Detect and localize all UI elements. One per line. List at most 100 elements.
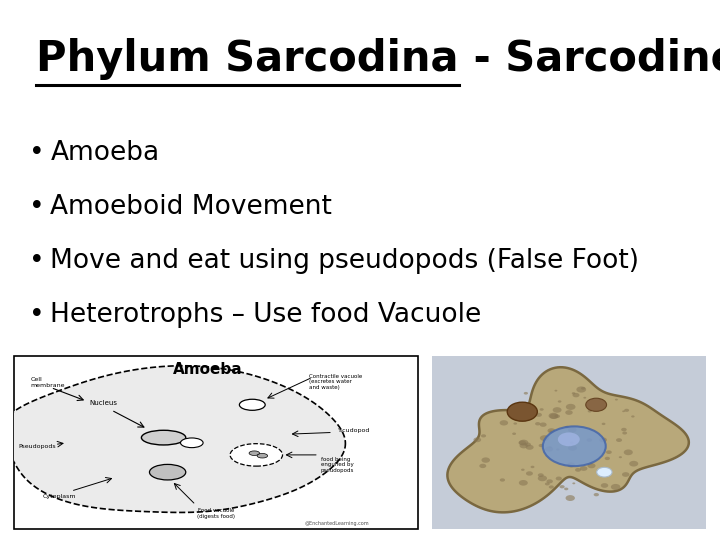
Circle shape bbox=[597, 467, 612, 477]
Circle shape bbox=[526, 471, 533, 476]
Circle shape bbox=[602, 423, 606, 425]
Circle shape bbox=[583, 397, 586, 399]
Circle shape bbox=[567, 462, 575, 468]
Circle shape bbox=[556, 448, 559, 450]
Circle shape bbox=[549, 430, 552, 433]
Text: Move and eat using pseudopods (False Foot): Move and eat using pseudopods (False Foo… bbox=[50, 248, 639, 274]
Circle shape bbox=[549, 485, 554, 489]
Ellipse shape bbox=[141, 430, 186, 445]
Circle shape bbox=[624, 409, 629, 412]
Circle shape bbox=[588, 410, 592, 413]
Circle shape bbox=[605, 457, 610, 460]
Circle shape bbox=[525, 442, 531, 447]
Circle shape bbox=[572, 392, 575, 395]
Circle shape bbox=[576, 387, 586, 393]
Circle shape bbox=[526, 445, 534, 450]
Circle shape bbox=[500, 478, 505, 482]
Circle shape bbox=[568, 427, 577, 433]
Circle shape bbox=[150, 464, 186, 480]
Circle shape bbox=[239, 399, 265, 410]
Circle shape bbox=[545, 482, 550, 485]
Circle shape bbox=[568, 445, 577, 451]
Text: Nucleus: Nucleus bbox=[89, 400, 117, 406]
Circle shape bbox=[481, 434, 486, 437]
Circle shape bbox=[572, 482, 575, 484]
Circle shape bbox=[531, 465, 534, 468]
Circle shape bbox=[565, 495, 575, 501]
Circle shape bbox=[558, 400, 562, 403]
Circle shape bbox=[512, 433, 516, 435]
Circle shape bbox=[513, 422, 517, 424]
Circle shape bbox=[543, 427, 606, 466]
Circle shape bbox=[622, 472, 629, 477]
Circle shape bbox=[572, 393, 580, 397]
Circle shape bbox=[556, 476, 562, 481]
Circle shape bbox=[538, 475, 547, 481]
Circle shape bbox=[523, 404, 526, 407]
Text: Amoeba: Amoeba bbox=[50, 140, 160, 166]
Circle shape bbox=[616, 438, 622, 442]
Circle shape bbox=[559, 485, 564, 488]
Circle shape bbox=[615, 399, 618, 401]
Circle shape bbox=[538, 473, 544, 477]
Text: 'scudopod: 'scudopod bbox=[337, 428, 369, 434]
Polygon shape bbox=[2, 366, 346, 512]
Text: @EnchantedLearning.com: @EnchantedLearning.com bbox=[305, 521, 369, 526]
Circle shape bbox=[581, 387, 585, 390]
Text: Cell
membrane: Cell membrane bbox=[30, 377, 65, 388]
Circle shape bbox=[230, 444, 282, 466]
Circle shape bbox=[545, 447, 553, 451]
Text: Amoeba: Amoeba bbox=[173, 362, 243, 376]
Circle shape bbox=[564, 488, 568, 490]
Text: Contractile vacuole
(excretes water
and waste): Contractile vacuole (excretes water and … bbox=[309, 374, 362, 390]
Text: •: • bbox=[29, 194, 45, 220]
Circle shape bbox=[181, 438, 203, 448]
Circle shape bbox=[554, 390, 557, 392]
Circle shape bbox=[594, 493, 599, 496]
Circle shape bbox=[624, 449, 633, 455]
Text: •: • bbox=[29, 302, 45, 328]
Text: •: • bbox=[29, 248, 45, 274]
Circle shape bbox=[618, 456, 622, 458]
Circle shape bbox=[553, 407, 562, 413]
Text: food being
engulfed by
pseudopods: food being engulfed by pseudopods bbox=[321, 457, 354, 473]
Circle shape bbox=[539, 444, 544, 447]
Circle shape bbox=[621, 428, 626, 431]
Circle shape bbox=[590, 462, 593, 464]
Circle shape bbox=[257, 454, 268, 458]
Text: Amoeboid Movement: Amoeboid Movement bbox=[50, 194, 332, 220]
Circle shape bbox=[474, 437, 481, 442]
Text: •: • bbox=[29, 140, 45, 166]
Circle shape bbox=[540, 435, 549, 441]
Circle shape bbox=[600, 483, 608, 488]
Text: Phylum Sarcodina: Phylum Sarcodina bbox=[36, 38, 459, 80]
Text: Cytoplasm: Cytoplasm bbox=[42, 494, 76, 499]
Circle shape bbox=[549, 413, 558, 419]
Circle shape bbox=[249, 451, 259, 455]
Circle shape bbox=[549, 446, 552, 448]
Circle shape bbox=[611, 484, 621, 490]
Circle shape bbox=[606, 450, 612, 454]
Circle shape bbox=[540, 422, 546, 427]
Circle shape bbox=[558, 433, 580, 446]
Circle shape bbox=[536, 413, 542, 417]
Circle shape bbox=[516, 407, 519, 409]
Text: - Sarcodines: - Sarcodines bbox=[459, 38, 720, 80]
Circle shape bbox=[599, 437, 607, 442]
Circle shape bbox=[535, 422, 541, 426]
Circle shape bbox=[546, 480, 553, 483]
Circle shape bbox=[622, 431, 627, 435]
Circle shape bbox=[523, 392, 528, 395]
Circle shape bbox=[629, 461, 638, 467]
Circle shape bbox=[588, 463, 595, 468]
Circle shape bbox=[570, 442, 573, 444]
Circle shape bbox=[580, 466, 588, 471]
Circle shape bbox=[575, 468, 581, 472]
Circle shape bbox=[592, 403, 601, 409]
Circle shape bbox=[554, 415, 560, 418]
Polygon shape bbox=[447, 367, 689, 512]
Circle shape bbox=[565, 410, 572, 415]
Circle shape bbox=[519, 480, 528, 485]
Circle shape bbox=[549, 414, 558, 419]
Circle shape bbox=[518, 441, 526, 445]
